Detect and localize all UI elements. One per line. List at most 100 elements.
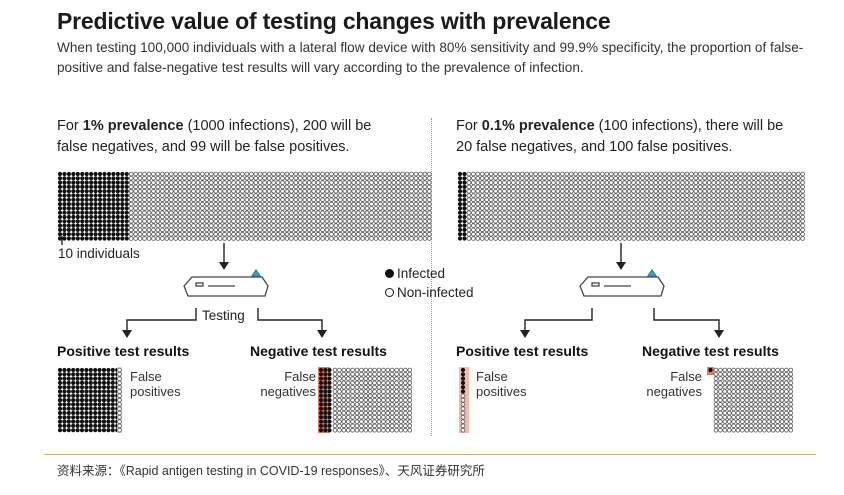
left-negative-dot (337, 410, 342, 416)
right-population-dot (533, 201, 538, 207)
right-negative-dot (748, 406, 754, 412)
left-population-dot (120, 184, 125, 189)
left-population-dot (151, 201, 156, 207)
right-population-dot (800, 176, 805, 181)
right-population-dot (778, 223, 783, 228)
left-population-dot (217, 197, 223, 203)
left-population-dot (128, 176, 134, 181)
right-negative-dot (731, 376, 736, 381)
right-population-dot (702, 236, 708, 241)
right-population-dot (528, 188, 534, 194)
left-negative-dot (381, 397, 386, 403)
left-negative-dot (381, 389, 386, 394)
left-population-dot (133, 231, 138, 237)
figure-subtitle: When testing 100,000 individuals with a … (57, 40, 804, 75)
right-population-dot (582, 188, 587, 194)
left-false-negative-dot (319, 385, 323, 390)
left-negative-dot (376, 410, 382, 416)
right-population-dot (475, 227, 481, 233)
left-negative-dot (359, 402, 364, 407)
left-negative-dot (398, 406, 404, 412)
right-population-dot (511, 197, 516, 203)
left-population-dot (164, 184, 170, 190)
left-negative-dot (376, 423, 382, 429)
left-population-dot (311, 223, 316, 228)
right-population-dot (542, 197, 547, 203)
left-negative-dot (381, 423, 386, 429)
right-population-dot (760, 201, 765, 207)
right-population-dot (488, 193, 494, 198)
right-population-dot (617, 214, 623, 220)
right-population-dot (706, 236, 712, 241)
left-population-dot (231, 236, 236, 241)
left-population-dot (120, 176, 125, 181)
left-population-dot (93, 214, 98, 220)
left-population-dot (142, 214, 147, 220)
right-population-dot (457, 193, 463, 198)
left-population-dot (386, 180, 392, 185)
left-population-dot (231, 188, 236, 194)
right-population-dot (635, 206, 641, 211)
right-population-dot (800, 201, 805, 207)
left-population-dot (249, 223, 254, 228)
left-population-dot (382, 223, 388, 228)
right-population-dot (595, 223, 601, 228)
left-population-dot (369, 180, 374, 185)
left-population-dot (213, 223, 219, 228)
right-population-dot (484, 227, 490, 233)
right-negative-dot (757, 406, 763, 412)
right-population-dot (622, 210, 627, 216)
left-population-dot (284, 219, 290, 224)
right-population-dot (697, 227, 703, 233)
left-negative-dot (345, 423, 351, 429)
right-population-dot (680, 176, 685, 181)
right-population-dot (631, 227, 636, 233)
left-population-dot (222, 214, 227, 220)
left-negative-dot (337, 393, 342, 399)
left-population-dot (302, 180, 308, 185)
left-population-dot (186, 210, 192, 216)
right-population-dot (689, 223, 694, 228)
right-population-dot (626, 214, 632, 220)
right-population-dot (640, 236, 645, 241)
right-negative-dot (726, 402, 732, 407)
right-population-dot (693, 236, 699, 241)
left-population-dot (409, 231, 414, 237)
right-population-dot (479, 210, 485, 216)
left-negative-dot (332, 423, 338, 429)
left-population-dot (382, 176, 388, 181)
left-false-negative-dot (327, 380, 332, 385)
right-population-dot (488, 184, 494, 190)
right-negative-dot (731, 397, 736, 403)
left-negative-dot (350, 427, 355, 433)
left-population-dot (333, 219, 339, 224)
right-population-dot (724, 201, 730, 207)
right-negative-dot (762, 410, 767, 416)
right-population-dot (778, 231, 783, 237)
left-population-dot (257, 184, 263, 190)
right-population-dot (715, 210, 721, 216)
left-positive-dot (62, 419, 67, 424)
right-population-dot (462, 210, 467, 215)
left-population-dot (102, 180, 107, 185)
right-negative-dot (718, 384, 723, 390)
right-population-dot (711, 219, 716, 224)
right-population-dot (493, 206, 498, 211)
right-population-dot (733, 219, 739, 224)
left-population-dot (418, 227, 423, 233)
left-negative-dot (398, 423, 404, 429)
footer-divider (44, 454, 816, 455)
left-population-dot (338, 231, 343, 237)
left-population-dot (275, 223, 281, 228)
right-population-dot (479, 201, 485, 207)
left-population-dot (84, 202, 89, 207)
right-negative-dot (718, 414, 723, 420)
left-negative-dot (350, 423, 355, 429)
right-population-dot (493, 201, 498, 207)
right-population-dot (528, 201, 534, 207)
left-population-dot (75, 210, 80, 215)
right-population-dot (622, 231, 627, 237)
left-population-dot (297, 171, 303, 177)
right-population-dot (764, 176, 770, 181)
left-population-dot (209, 176, 214, 181)
